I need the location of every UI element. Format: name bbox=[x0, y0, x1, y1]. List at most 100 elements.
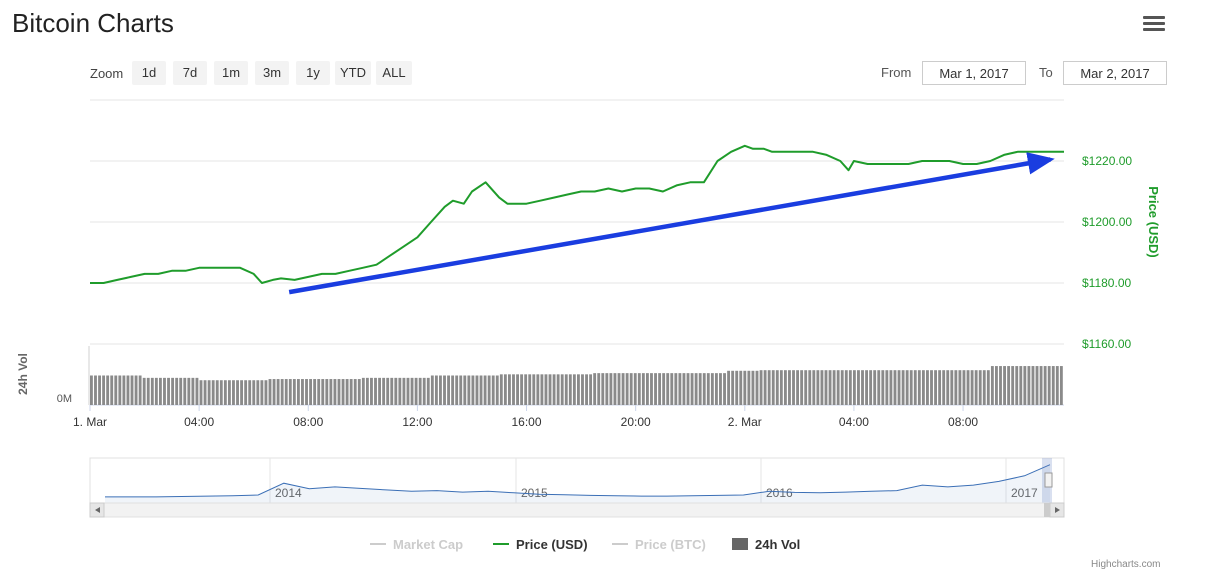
volume-bar bbox=[516, 374, 519, 405]
volume-bar bbox=[365, 377, 369, 405]
volume-bar bbox=[90, 375, 93, 405]
volume-bar bbox=[739, 370, 743, 405]
volume-bar bbox=[714, 373, 718, 405]
scroll-right-arrow-icon bbox=[1055, 507, 1060, 513]
volume-bar bbox=[589, 374, 593, 405]
volume-bar bbox=[982, 370, 986, 405]
volume-bar bbox=[832, 370, 836, 405]
zoom-1m-button[interactable]: 1m bbox=[214, 61, 248, 85]
volume-bar bbox=[641, 373, 645, 405]
volume-bar bbox=[288, 379, 292, 405]
volume-bar bbox=[390, 377, 394, 405]
legend-item-price-btc[interactable]: Price (BTC) bbox=[635, 537, 706, 552]
volume-bar bbox=[747, 370, 751, 405]
volume-bar bbox=[804, 370, 808, 405]
volume-bar bbox=[934, 370, 937, 405]
volume-bar bbox=[869, 370, 873, 405]
volume-bar bbox=[479, 375, 483, 405]
volume-bar bbox=[921, 370, 925, 405]
volume-bar bbox=[767, 370, 771, 405]
volume-bar bbox=[974, 370, 978, 405]
volume-bar bbox=[743, 370, 747, 405]
x-tick-label: 2. Mar bbox=[728, 415, 762, 429]
volume-bar bbox=[938, 370, 942, 405]
volume-bar bbox=[321, 379, 325, 405]
volume-bar bbox=[191, 377, 195, 405]
volume-bar bbox=[686, 373, 690, 405]
volume-bar bbox=[296, 379, 300, 405]
volume-bar bbox=[264, 380, 268, 405]
navigator-area bbox=[105, 464, 1050, 503]
volume-bar bbox=[962, 370, 966, 405]
volume-bar bbox=[495, 375, 499, 405]
volume-bar bbox=[1015, 366, 1019, 405]
x-tick-label: 20:00 bbox=[621, 415, 651, 429]
legend-item-24h-vol[interactable]: 24h Vol bbox=[755, 537, 800, 552]
volume-bar bbox=[568, 374, 572, 405]
volume-bar bbox=[601, 373, 605, 405]
volume-bar bbox=[357, 379, 361, 405]
volume-bar bbox=[792, 370, 795, 405]
x-tick-label: 16:00 bbox=[512, 415, 542, 429]
volume-bar bbox=[678, 373, 682, 405]
volume-bar bbox=[272, 379, 276, 405]
to-date-input[interactable]: Mar 2, 2017 bbox=[1063, 61, 1167, 85]
zoom-1d-button[interactable]: 1d bbox=[132, 61, 166, 85]
zoom-3m-button[interactable]: 3m bbox=[255, 61, 289, 85]
volume-bar bbox=[167, 377, 170, 405]
volume-bar bbox=[840, 370, 844, 405]
highcharts-credits[interactable]: Highcharts.com bbox=[1091, 559, 1161, 570]
volume-bar bbox=[451, 375, 455, 405]
volume-bar bbox=[540, 374, 544, 405]
volume-bar bbox=[503, 374, 507, 405]
volume-bar bbox=[434, 375, 438, 405]
volume-bar bbox=[889, 370, 893, 405]
volume-bar bbox=[491, 375, 495, 405]
volume-bar bbox=[268, 379, 272, 405]
volume-bar bbox=[654, 373, 657, 405]
volume-bar bbox=[361, 377, 365, 405]
volume-bar bbox=[345, 379, 349, 405]
hamburger-menu-icon[interactable] bbox=[1143, 16, 1165, 36]
volume-bar bbox=[735, 370, 739, 405]
volume-bar bbox=[207, 380, 211, 405]
volume-bar bbox=[645, 373, 649, 405]
volume-bar bbox=[455, 375, 459, 405]
legend-item-market-cap[interactable]: Market Cap bbox=[393, 537, 463, 552]
legend-item-price-usd[interactable]: Price (USD) bbox=[516, 537, 588, 552]
volume-bar bbox=[244, 380, 248, 405]
volume-bar bbox=[702, 373, 706, 405]
zoom-1y-button[interactable]: 1y bbox=[296, 61, 330, 85]
scrollbar-track[interactable] bbox=[89, 502, 1065, 518]
zoom-7d-button[interactable]: 7d bbox=[173, 61, 207, 85]
zoom-all-button[interactable]: ALL bbox=[376, 61, 412, 85]
volume-bar bbox=[808, 370, 812, 405]
zoom-ytd-button[interactable]: YTD bbox=[335, 61, 371, 85]
volume-bar bbox=[674, 373, 678, 405]
volume-bar bbox=[430, 375, 434, 405]
volume-bar bbox=[954, 370, 958, 405]
volume-bar bbox=[861, 370, 864, 405]
volume-bar bbox=[386, 377, 390, 405]
volume-bar bbox=[459, 375, 463, 405]
from-date-input[interactable]: Mar 1, 2017 bbox=[922, 61, 1026, 85]
volume-bar bbox=[1019, 366, 1023, 405]
volume-bar bbox=[471, 375, 475, 405]
volume-bar bbox=[236, 380, 239, 405]
volume-bar bbox=[1035, 366, 1039, 405]
scrollbar-thumb[interactable] bbox=[1044, 503, 1051, 517]
volume-bar bbox=[94, 375, 97, 405]
volume-bar bbox=[467, 375, 471, 405]
navigator-handle[interactable] bbox=[1044, 472, 1053, 488]
volume-bar bbox=[158, 377, 162, 405]
volume-bar bbox=[710, 373, 714, 405]
volume-bar bbox=[881, 370, 885, 405]
volume-bar bbox=[909, 370, 913, 405]
volume-bar bbox=[763, 370, 767, 405]
volume-bar bbox=[613, 373, 617, 405]
x-tick-label: 04:00 bbox=[839, 415, 869, 429]
volume-bar bbox=[292, 379, 296, 405]
volume-bar bbox=[418, 377, 422, 405]
volume-bar bbox=[122, 375, 126, 405]
